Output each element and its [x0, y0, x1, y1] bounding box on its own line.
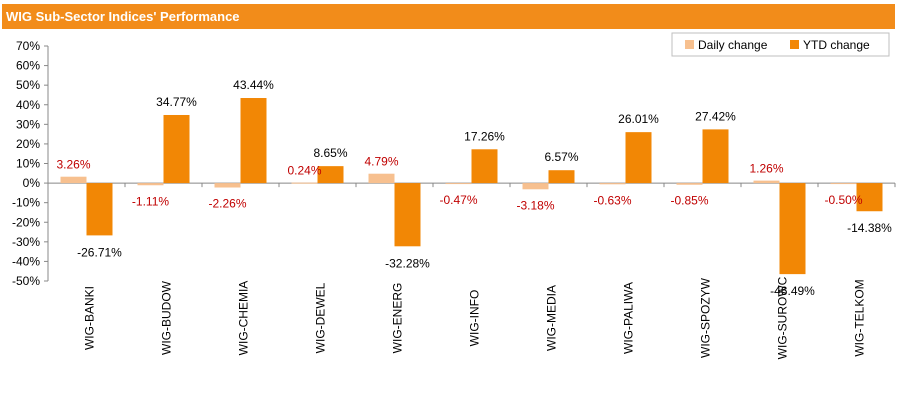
- y-tick-label: 60%: [16, 59, 40, 73]
- ytd-data-label: -14.38%: [847, 221, 892, 235]
- category-label: WIG-BANKI: [83, 286, 97, 350]
- ytd-bar: [548, 170, 575, 184]
- daily-data-label: 1.26%: [749, 162, 783, 176]
- daily-data-label: 4.79%: [364, 155, 398, 169]
- ytd-data-label: 8.65%: [313, 146, 347, 160]
- ytd-bar: [394, 183, 421, 247]
- y-tick-label: 30%: [16, 117, 40, 131]
- daily-bar: [445, 183, 472, 185]
- daily-data-label: -2.26%: [208, 197, 246, 211]
- daily-bar: [60, 176, 87, 184]
- ytd-data-label: -26.71%: [77, 245, 122, 259]
- legend-box: [671, 32, 890, 57]
- daily-data-label: -3.18%: [516, 198, 554, 212]
- ytd-bar: [702, 129, 729, 184]
- ytd-bar: [625, 132, 652, 184]
- ytd-data-label: 17.26%: [464, 129, 505, 143]
- ytd-data-label: 43.44%: [233, 78, 274, 92]
- category-label: WIG-PALIWA: [622, 282, 636, 354]
- daily-bar: [368, 173, 395, 184]
- ytd-bar: [86, 183, 113, 236]
- daily-bar: [522, 183, 549, 190]
- ytd-bar: [856, 183, 883, 212]
- category-label: WIG-SUROWC: [776, 276, 790, 359]
- y-tick-label: 50%: [16, 78, 40, 92]
- y-tick-label: 20%: [16, 137, 40, 151]
- legend-label-daily: Daily change: [698, 38, 768, 52]
- y-tick-label: 10%: [16, 157, 40, 171]
- ytd-bar: [471, 149, 498, 184]
- daily-data-label: -0.85%: [670, 194, 708, 208]
- daily-data-label: -0.47%: [439, 193, 477, 207]
- daily-data-label: -0.50%: [824, 193, 862, 207]
- category-label: WIG-BUDOW: [160, 280, 174, 355]
- daily-bar: [137, 183, 164, 186]
- category-label: WIG-ENERG: [391, 283, 405, 354]
- ytd-bar: [163, 114, 190, 184]
- legend-swatch-daily: [685, 40, 694, 49]
- ytd-data-label: 6.57%: [544, 150, 578, 164]
- chart-title-bar: WIG Sub-Sector Indices' Performance: [2, 4, 895, 29]
- daily-bar: [676, 183, 703, 185]
- ytd-data-label: -32.28%: [385, 256, 430, 270]
- category-label: WIG-DEWEL: [314, 282, 328, 353]
- y-tick-label: -20%: [12, 215, 40, 229]
- category-label: WIG-TELKOM: [853, 279, 867, 356]
- ytd-data-label: 34.77%: [156, 95, 197, 109]
- daily-data-label: 3.26%: [56, 158, 90, 172]
- daily-bar: [599, 183, 626, 185]
- y-tick-label: -40%: [12, 254, 40, 268]
- daily-data-label: -0.63%: [593, 193, 631, 207]
- y-tick-label: -30%: [12, 235, 40, 249]
- ytd-bar: [779, 183, 806, 275]
- chart-title: WIG Sub-Sector Indices' Performance: [6, 9, 240, 24]
- daily-bar: [214, 183, 241, 188]
- daily-data-label: 0.24%: [287, 164, 321, 178]
- ytd-data-label: 26.01%: [618, 112, 659, 126]
- ytd-bar: [240, 98, 267, 184]
- y-tick-label: 0%: [23, 176, 41, 190]
- daily-bar: [291, 182, 318, 184]
- y-tick-label: 70%: [16, 39, 40, 53]
- legend-label-ytd: YTD change: [803, 38, 870, 52]
- daily-bar: [753, 180, 780, 184]
- daily-bar: [830, 183, 857, 185]
- category-label: WIG-CHEMIA: [237, 281, 251, 356]
- category-label: WIG-SPOZYW: [699, 277, 713, 358]
- y-tick-label: -10%: [12, 196, 40, 210]
- ytd-data-label: 27.42%: [695, 109, 736, 123]
- y-tick-label: -50%: [12, 274, 40, 288]
- ytd-bar: [317, 166, 344, 184]
- category-label: WIG-INFO: [468, 290, 482, 347]
- daily-data-label: -1.11%: [132, 194, 169, 208]
- y-tick-label: 40%: [16, 98, 40, 112]
- ytd-data-label: -46.49%: [770, 284, 815, 298]
- legend-swatch-ytd: [790, 40, 799, 49]
- category-label: WIG-MEDIA: [545, 285, 559, 351]
